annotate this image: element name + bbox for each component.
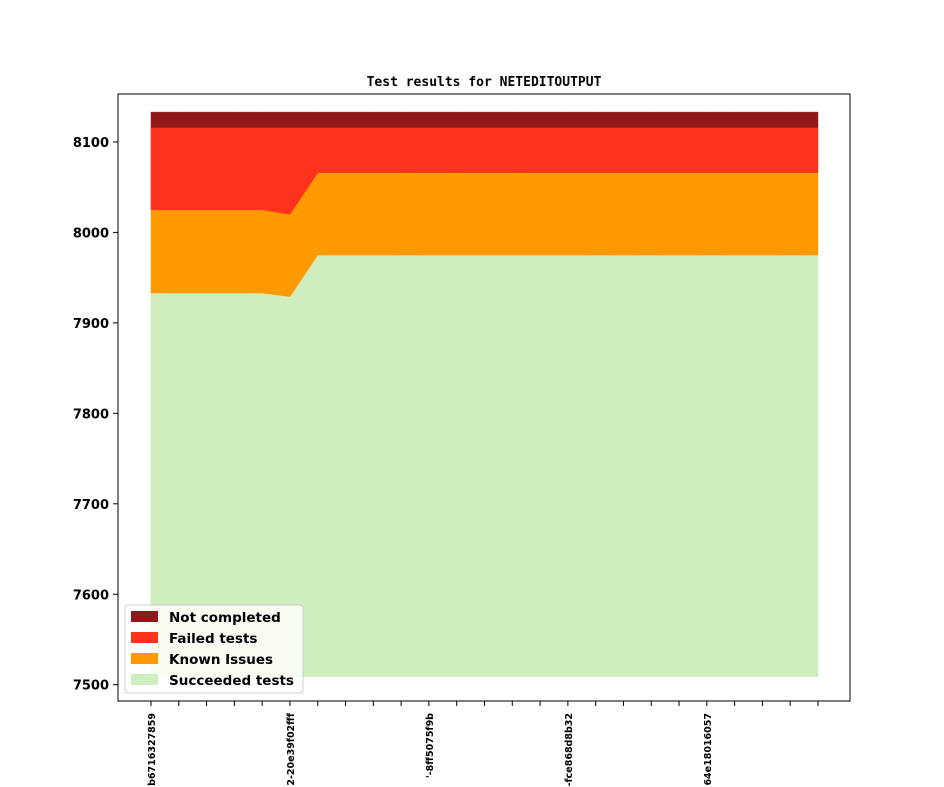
y-tick-label: 7500 <box>73 679 109 694</box>
y-tick-label: 8000 <box>73 226 109 241</box>
legend-swatch <box>131 674 158 685</box>
legend-swatch <box>131 611 158 622</box>
legend-box <box>124 604 304 694</box>
x-tick-label: 2-20e39f02fff <box>286 712 297 785</box>
x-tick-label: '-8ff5075f9b <box>425 713 436 778</box>
y-tick-label: 7900 <box>73 317 109 332</box>
legend-swatch <box>131 653 158 664</box>
stacked-areas <box>150 111 819 677</box>
x-tick-label: 64e18016057 <box>703 713 714 786</box>
legend-label: Failed tests <box>169 631 257 647</box>
legend-swatch <box>131 632 158 643</box>
legend-label: Known Issues <box>169 652 273 668</box>
y-axis: 7500 7600 7700 7800 7900 8000 8100 <box>73 136 118 694</box>
y-tick-label: 7800 <box>73 407 109 422</box>
y-tick-label: 7600 <box>73 588 109 603</box>
area-not-completed <box>150 111 819 128</box>
legend: Not completed Failed tests Known Issues Suc… <box>124 604 304 694</box>
y-tick-label: 7700 <box>73 498 109 513</box>
x-axis: b6716327859 2-20e39f02fff '-8ff5075f9b -fce… <box>147 701 819 786</box>
x-tick-label: b6716327859 <box>147 713 158 786</box>
legend-label: Not completed <box>169 610 281 626</box>
legend-label: Succeeded tests <box>169 673 294 689</box>
y-tick-label: 8100 <box>73 136 109 151</box>
chart-title: Test results for NETEDITOUTPUT <box>367 75 602 90</box>
x-tick-label: -fce868d8b32 <box>564 713 575 786</box>
